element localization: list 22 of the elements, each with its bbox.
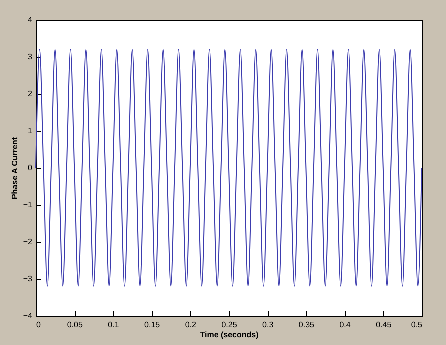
x-tick-label: 0.2	[185, 320, 198, 330]
x-tick-label: 0.25	[222, 320, 238, 330]
x-tick-label: 0.3	[262, 320, 274, 330]
x-tick-label: 0.5	[411, 320, 424, 330]
y-tick-label: 3	[28, 52, 34, 62]
x-tick-label: 0.45	[376, 320, 392, 330]
y-tick-label: −4	[23, 312, 34, 320]
x-tick-label: 0.15	[144, 320, 161, 330]
x-tick-label: 0.35	[298, 320, 316, 330]
y-tick-label: 2	[28, 90, 34, 98]
y-tick-label: −3	[23, 274, 34, 284]
y-tick-label: −2	[23, 238, 34, 246]
y-tick-label: 1	[28, 126, 34, 136]
x-tick-label: 0.1	[108, 320, 120, 330]
x-tick-label: 0	[36, 320, 42, 330]
y-axis-title: Phase A Current	[10, 137, 20, 200]
y-tick-label: 0	[28, 164, 34, 172]
y-tick-label: −1	[23, 200, 34, 210]
x-tick-label: 0.05	[67, 320, 84, 330]
y-tick-label: 4	[28, 16, 34, 24]
x-axis-title: Time (seconds)	[200, 330, 260, 340]
x-tick-label: 0.4	[340, 320, 352, 330]
